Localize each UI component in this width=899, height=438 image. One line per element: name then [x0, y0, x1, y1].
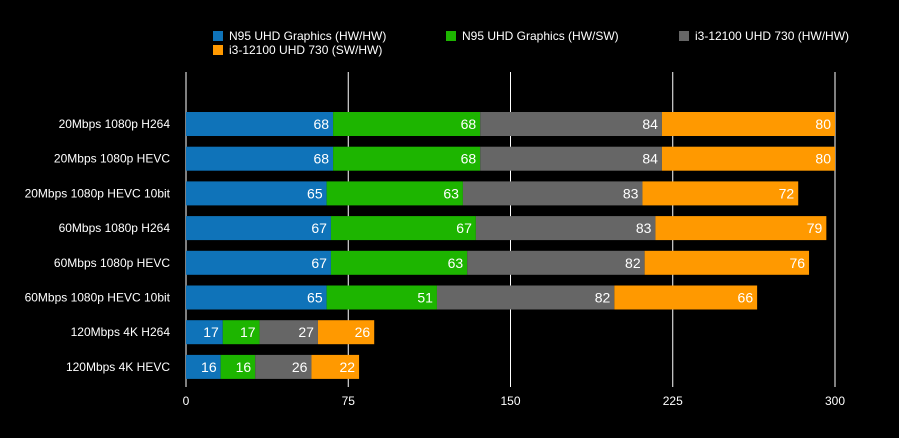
bar-value-label: 63	[448, 255, 464, 271]
bars	[186, 112, 835, 379]
bar-segment	[311, 354, 360, 379]
bar-value-label: 68	[314, 151, 330, 167]
bar-segment	[326, 285, 437, 310]
bar-value-label: 67	[311, 255, 327, 271]
bar-value-label: 67	[456, 220, 472, 236]
bar-segment	[333, 146, 481, 171]
legend-label: i3-12100 UHD 730 (SW/HW)	[229, 43, 383, 57]
bar-segment	[330, 250, 468, 275]
bar-value-label: 82	[595, 290, 611, 306]
category-labels: 20Mbps 1080p H264 20Mbps 1080p HEVC 20Mbps…	[25, 117, 171, 374]
x-tick-label: 225	[663, 394, 683, 408]
bar-value-label: 22	[339, 359, 355, 375]
legend-item-i3-sw-hw: i3-12100 UHD 730 (SW/HW)	[213, 43, 382, 57]
category-label: 60Mbps 1080p HEVC	[54, 256, 170, 270]
bar-value-label: 84	[642, 151, 658, 167]
legend-label: i3-12100 UHD 730 (HW/HW)	[695, 29, 850, 43]
bar-value-label: 72	[779, 185, 795, 201]
bar-value-label: 79	[807, 220, 823, 236]
bar-segment	[186, 354, 221, 379]
bar-value-label: 68	[314, 116, 330, 132]
legend-item-i3-hw-hw: i3-12100 UHD 730 (HW/HW)	[679, 29, 849, 43]
category-label: 20Mbps 1080p HEVC 10bit	[25, 186, 171, 200]
category-label: 60Mbps 1080p H264	[59, 221, 171, 235]
bar-value-label: 17	[203, 324, 219, 340]
bar-segment	[186, 216, 331, 241]
bar-value-label: 63	[443, 185, 459, 201]
bar-segment	[326, 181, 463, 206]
bar-segment	[186, 146, 334, 171]
bar-segment	[317, 320, 375, 345]
x-tick-label: 300	[825, 394, 845, 408]
bar-segment	[333, 112, 481, 136]
bar-value-label: 68	[461, 116, 477, 132]
bar-value-label: 17	[240, 324, 256, 340]
x-tick-labels: 0 75 150 225 300	[183, 394, 846, 408]
bar-value-label: 65	[307, 185, 323, 201]
bar-value-label: 16	[236, 359, 252, 375]
bar-segment	[436, 285, 615, 310]
bar-segment	[330, 216, 476, 241]
category-label: 20Mbps 1080p H264	[59, 117, 171, 131]
bar-segment	[467, 250, 645, 275]
bar-value-label: 80	[815, 151, 831, 167]
bar-segment	[259, 320, 318, 345]
bar-value-label: 66	[738, 290, 754, 306]
bar-segment	[186, 181, 327, 206]
bar-value-label: 26	[292, 359, 308, 375]
bar-segment	[480, 112, 662, 136]
bar-segment	[614, 285, 758, 310]
x-tick-label: 150	[500, 394, 520, 408]
bar-segment	[186, 285, 327, 310]
legend-label: N95 UHD Graphics (HW/HW)	[229, 29, 387, 43]
bar-value-label: 16	[201, 359, 217, 375]
category-label: 120Mbps 4K H264	[71, 325, 171, 339]
bar-segment	[661, 146, 835, 171]
category-label: 60Mbps 1080p HEVC 10bit	[25, 291, 171, 305]
bar-segment	[655, 216, 827, 241]
bar-segment	[661, 112, 835, 136]
bar-value-label: 65	[307, 290, 323, 306]
bar-value-label: 67	[311, 220, 327, 236]
legend-swatch	[446, 31, 456, 41]
bar-value-label: 68	[461, 151, 477, 167]
chart-legend: N95 UHD Graphics (HW/HW) N95 UHD Graphic…	[0, 0, 899, 60]
bar-value-label: 82	[625, 255, 641, 271]
legend-item-n95-hw-hw: N95 UHD Graphics (HW/HW)	[213, 29, 386, 43]
category-label: 120Mbps 4K HEVC	[66, 360, 170, 374]
category-label: 20Mbps 1080p HEVC	[54, 152, 170, 166]
bar-segment	[186, 320, 223, 345]
bar-segment	[642, 181, 799, 206]
bar-segment	[462, 181, 643, 206]
legend-item-n95-hw-sw: N95 UHD Graphics (HW/SW)	[446, 29, 619, 43]
bar-segment	[644, 250, 810, 275]
bar-value-label: 51	[417, 290, 433, 306]
bar-value-label: 80	[815, 116, 831, 132]
bar-value-label: 26	[355, 324, 371, 340]
data-labels: 68 68 84 80 68 68 84 80 65 63 83 72 67 67 83 79 67 63 82 76…	[201, 116, 831, 375]
bar-value-label: 27	[298, 324, 314, 340]
bar-segment	[220, 354, 256, 379]
bar-segment	[475, 216, 656, 241]
legend-label: N95 UHD Graphics (HW/SW)	[462, 29, 619, 43]
bar-value-label: 83	[636, 220, 652, 236]
legend-swatch	[679, 31, 689, 41]
bar-segment	[255, 354, 312, 379]
bar-segment	[186, 250, 331, 275]
bar-segment	[186, 112, 334, 136]
bar-value-label: 76	[789, 255, 805, 271]
bar-value-label: 83	[623, 185, 639, 201]
x-tick-label: 75	[342, 394, 356, 408]
bar-segment	[480, 146, 662, 171]
legend-swatch	[213, 31, 223, 41]
bar-segment	[222, 320, 260, 345]
legend-swatch	[213, 45, 223, 55]
x-tick-label: 0	[183, 394, 190, 408]
bar-value-label: 84	[642, 116, 658, 132]
